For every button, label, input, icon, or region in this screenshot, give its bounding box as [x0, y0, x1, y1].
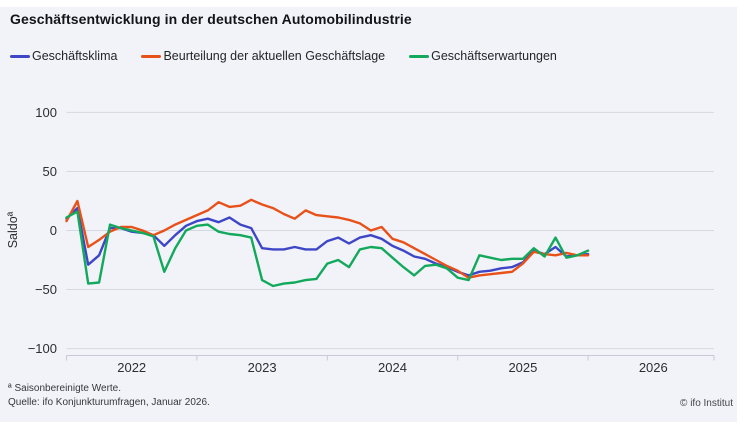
legend-label: Beurteilung der aktuellen Geschäftslage [163, 49, 386, 63]
y-tick-label: −50 [35, 282, 57, 297]
x-tick-label: 2025 [508, 360, 537, 375]
y-axis-title: Saldoª [6, 211, 20, 248]
x-tick-label: 2026 [639, 360, 668, 375]
y-tick-label: −100 [28, 341, 57, 356]
y-tick-label: 100 [35, 105, 57, 120]
y-tick-label: 50 [43, 164, 57, 179]
x-tick-label: 2022 [117, 360, 146, 375]
legend-label: Geschäftsklima [32, 49, 118, 63]
x-tick-label: 2023 [248, 360, 277, 375]
copyright-label: © ifo Institut [680, 398, 733, 409]
legend-swatch-icon [10, 54, 30, 58]
x-axis-labels: 2022 2023 2024 2025 2026 [117, 360, 668, 375]
gridlines [66, 111, 714, 350]
series-line-2 [65, 210, 590, 288]
series-line-1 [65, 198, 590, 279]
x-axis [66, 355, 715, 361]
y-axis-labels: 100 50 0 −50 −100 [28, 105, 57, 356]
chart-card [0, 7, 737, 422]
legend-swatch-icon [409, 54, 430, 58]
legend-item-2[interactable]: Geschäftserwartungen [409, 49, 557, 63]
legend-item-1[interactable]: Beurteilung der aktuellen Geschäftslage [141, 49, 385, 63]
y-tick-label: 0 [50, 223, 57, 238]
legend-label: Geschäftserwartungen [431, 49, 557, 63]
legend-swatch-icon [141, 54, 162, 58]
chart-title: Geschäftsentwicklung in der deutschen Au… [10, 11, 412, 27]
legend: Geschäftsklima Beurteilung der aktuellen … [10, 49, 557, 63]
legend-item-0[interactable]: Geschäftsklima [10, 49, 117, 63]
footnote-seasonal: ª Saisonbereinigte Werte. [8, 383, 122, 394]
x-tick-label: 2024 [378, 360, 407, 375]
footnote-source: Quelle: ifo Konjunkturumfragen, Januar 2… [8, 397, 210, 408]
